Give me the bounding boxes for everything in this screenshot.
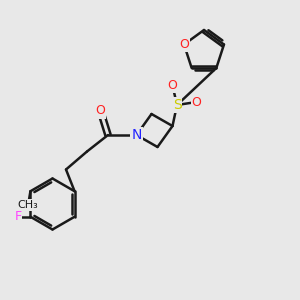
Text: N: N [131, 128, 142, 142]
Text: S: S [172, 98, 182, 112]
Text: F: F [14, 210, 21, 223]
Text: O: O [96, 104, 105, 118]
Text: O: O [192, 95, 201, 109]
Text: CH₃: CH₃ [17, 200, 38, 210]
Text: O: O [168, 79, 177, 92]
Text: O: O [179, 38, 189, 51]
